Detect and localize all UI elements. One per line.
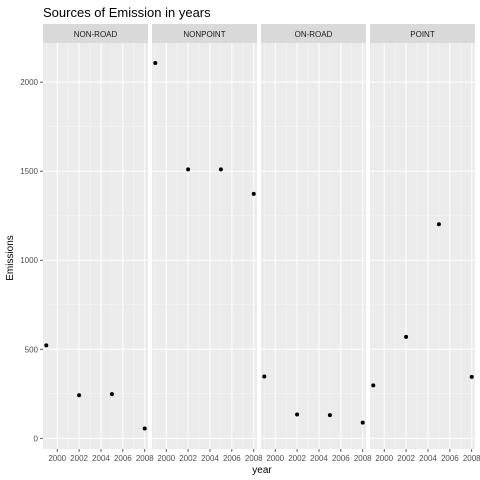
facet-strip bbox=[370, 24, 475, 43]
facet-strip-label: ON-ROAD bbox=[295, 30, 333, 39]
data-point bbox=[262, 374, 267, 379]
x-tick-label: 2002 bbox=[397, 454, 415, 463]
data-point bbox=[218, 167, 223, 172]
data-point bbox=[327, 413, 332, 418]
data-point bbox=[371, 383, 376, 388]
facet-point: POINT 2000 2002 2004 2006 2008 bbox=[370, 24, 480, 463]
facet-nonpoint: NONPOINT 2000 2002 2004 2006 2008 bbox=[152, 24, 263, 463]
y-tick-label: 0 bbox=[34, 434, 39, 443]
x-tick-label: 2004 bbox=[310, 454, 328, 463]
facet-on-road: ON-ROAD 2000 2002 2004 2006 2008 bbox=[261, 24, 372, 463]
data-point bbox=[44, 343, 49, 348]
x-tick-label: 2006 bbox=[441, 454, 459, 463]
data-point bbox=[295, 412, 300, 417]
x-tick-label: 2002 bbox=[288, 454, 306, 463]
x-tick-label: 2004 bbox=[419, 454, 437, 463]
data-point bbox=[251, 191, 256, 196]
facet-strip bbox=[261, 24, 366, 43]
facet-strip-label: NONPOINT bbox=[183, 30, 225, 39]
facet-strip-label: NON-ROAD bbox=[74, 30, 118, 39]
y-axis-title: Emissions bbox=[5, 235, 16, 281]
chart-title: Sources of Emission in years bbox=[43, 5, 211, 20]
facet-non-road: NON-ROAD 2000 2002 2004 2006 2008 bbox=[43, 24, 154, 463]
data-point bbox=[186, 167, 191, 172]
facet-panels: NON-ROAD 2000 2002 2004 2006 2008 NONPOINT 2000… bbox=[43, 24, 480, 463]
panel-background bbox=[152, 43, 257, 449]
x-tick-label: 2006 bbox=[223, 454, 241, 463]
facet-strip-label: POINT bbox=[410, 30, 435, 39]
panel-background bbox=[261, 43, 366, 449]
x-tick-label: 2000 bbox=[157, 454, 175, 463]
facet-strip bbox=[43, 24, 148, 43]
y-tick-label: 1000 bbox=[20, 256, 38, 265]
panel-background bbox=[370, 43, 475, 449]
data-point bbox=[436, 222, 441, 227]
x-tick-label: 2000 bbox=[48, 454, 66, 463]
x-tick-label: 2000 bbox=[375, 454, 393, 463]
y-tick-label: 1500 bbox=[20, 167, 38, 176]
data-point bbox=[109, 392, 114, 397]
y-axis: 0 500 1000 1500 2000 bbox=[20, 78, 43, 443]
facet-strip bbox=[152, 24, 257, 43]
x-tick-label: 2002 bbox=[70, 454, 88, 463]
x-tick-label: 2006 bbox=[332, 454, 350, 463]
data-point bbox=[360, 420, 365, 425]
x-tick-label: 2004 bbox=[201, 454, 219, 463]
panel-background bbox=[43, 43, 148, 449]
x-tick-label: 2000 bbox=[266, 454, 284, 463]
x-tick-label: 2008 bbox=[354, 454, 372, 463]
x-tick-label: 2006 bbox=[114, 454, 132, 463]
data-point bbox=[469, 374, 474, 379]
data-point bbox=[404, 334, 409, 339]
x-tick-label: 2002 bbox=[179, 454, 197, 463]
data-point bbox=[153, 60, 158, 65]
x-tick-label: 2008 bbox=[463, 454, 480, 463]
data-point bbox=[77, 393, 82, 398]
x-tick-label: 2008 bbox=[136, 454, 154, 463]
y-tick-label: 2000 bbox=[20, 78, 38, 87]
x-tick-label: 2008 bbox=[245, 454, 263, 463]
y-tick-label: 500 bbox=[25, 345, 39, 354]
x-axis-title: year bbox=[252, 465, 272, 476]
data-point bbox=[142, 426, 147, 431]
x-tick-label: 2004 bbox=[92, 454, 110, 463]
